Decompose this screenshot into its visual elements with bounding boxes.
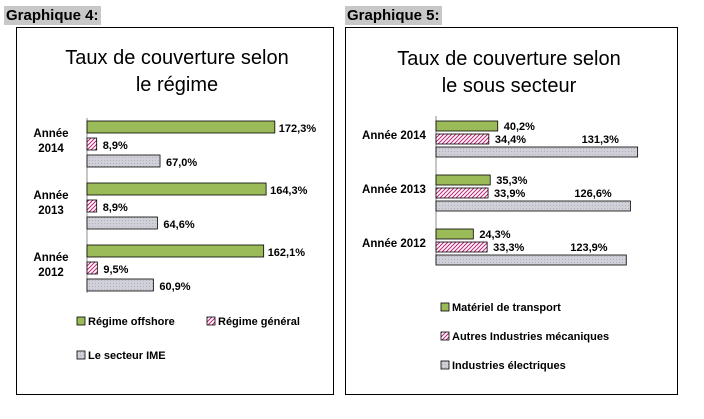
chart-4-svg: Taux de couverture selon le régime Année 20… xyxy=(33,47,317,362)
chart-4-legend-swatch xyxy=(76,350,86,360)
chart-5-data-label: 126,6% xyxy=(574,188,612,200)
chart-4-category-label: 2012 xyxy=(38,267,64,279)
chart-4-legend-label: Régime général xyxy=(218,316,300,328)
chart-5-bar-2-3 xyxy=(435,241,488,253)
chart-5-legend-swatch xyxy=(440,302,450,312)
chart-4-data-label: 60,9% xyxy=(159,281,190,293)
chart-4-category-label: Année xyxy=(33,252,68,264)
chart-4-bar-1-2 xyxy=(86,182,267,196)
chart-5-category-label: Année 2013 xyxy=(362,184,426,196)
chart-4-data-label: 67,0% xyxy=(166,157,197,169)
chart-5-bar-2-1 xyxy=(435,133,490,145)
chart-5-panel: Taux de couverture selon le sous secteur A… xyxy=(345,27,678,395)
chart-5-data-label: 40,2% xyxy=(504,121,535,133)
chart-4-bar-2-3 xyxy=(86,261,98,275)
chart-5-bar-3-3 xyxy=(435,254,627,266)
chart-5-category-label: Année 2012 xyxy=(362,238,426,250)
chart-5-bar-1-3 xyxy=(435,228,474,240)
chart-4-bar-3-3 xyxy=(86,278,154,292)
chart-4-data-label: 172,3% xyxy=(279,123,317,135)
chart-4-data-label: 162,1% xyxy=(268,247,306,259)
chart-4-category-label: Année xyxy=(33,128,68,140)
chart-5-svg: Taux de couverture selon le sous secteur A… xyxy=(362,48,639,372)
chart-4-legend-swatch xyxy=(76,316,86,326)
chart-5-data-label: 123,9% xyxy=(570,242,608,254)
chart-5-legend-swatch xyxy=(440,360,450,370)
chart-5-data-label: 35,3% xyxy=(496,175,527,187)
chart-4-data-label: 8,9% xyxy=(103,140,128,152)
chart-4-data-label: 64,6% xyxy=(163,219,194,231)
chart-5-title-line-1: Taux de couverture selon xyxy=(397,48,620,70)
chart-4-data-label: 9,5% xyxy=(103,264,128,276)
chart-5-category-label: Année 2014 xyxy=(362,130,427,142)
chart-4-bar-2-1 xyxy=(86,137,98,151)
chart-5-legend-label: Autres Industries mécaniques xyxy=(452,331,609,343)
chart-4-bar-3-1 xyxy=(86,154,161,168)
chart-5-data-label: 131,3% xyxy=(582,134,620,146)
chart-5-label: Graphique 5: xyxy=(345,6,442,25)
chart-5-bar-1-2 xyxy=(435,174,491,186)
chart-4-bar-3-2 xyxy=(86,216,158,230)
chart-5-bar-1-1 xyxy=(435,120,499,132)
chart-4-legend-swatch xyxy=(206,316,216,326)
chart-5-data-label: 24,3% xyxy=(479,229,510,241)
chart-5-legend-label: Matériel de transport xyxy=(452,302,561,314)
chart-5-bar-3-1 xyxy=(435,146,639,158)
chart-5-data-label: 33,9% xyxy=(494,188,525,200)
chart-4-bar-1-1 xyxy=(86,120,276,134)
chart-4-title-line-1: Taux de couverture selon xyxy=(65,47,288,69)
chart-4-title-line-2: le régime xyxy=(136,74,218,96)
chart-4-label: Graphique 4: xyxy=(4,6,101,25)
chart-5-title-line-2: le sous secteur xyxy=(442,75,577,97)
chart-4-legend-label: Le secteur IME xyxy=(88,350,166,362)
chart-5-bar-3-2 xyxy=(435,200,631,212)
chart-4-panel: Taux de couverture selon le régime Année 20… xyxy=(16,27,334,395)
chart-4-data-label: 8,9% xyxy=(103,202,128,214)
chart-5-data-label: 34,4% xyxy=(495,134,526,146)
chart-4-category-label: 2013 xyxy=(38,205,64,217)
chart-5-legend-label: Industries électriques xyxy=(452,360,566,372)
chart-5-bar-2-2 xyxy=(435,187,489,199)
chart-4-category-label: 2014 xyxy=(38,143,64,155)
chart-4-bar-1-3 xyxy=(86,244,265,258)
chart-4-bar-2-2 xyxy=(86,199,98,213)
chart-4-legend-label: Régime offshore xyxy=(88,316,175,328)
chart-5-data-label: 33,3% xyxy=(493,242,524,254)
chart-4-category-label: Année xyxy=(33,190,68,202)
chart-5-legend-swatch xyxy=(440,331,450,341)
chart-4-data-label: 164,3% xyxy=(270,185,308,197)
